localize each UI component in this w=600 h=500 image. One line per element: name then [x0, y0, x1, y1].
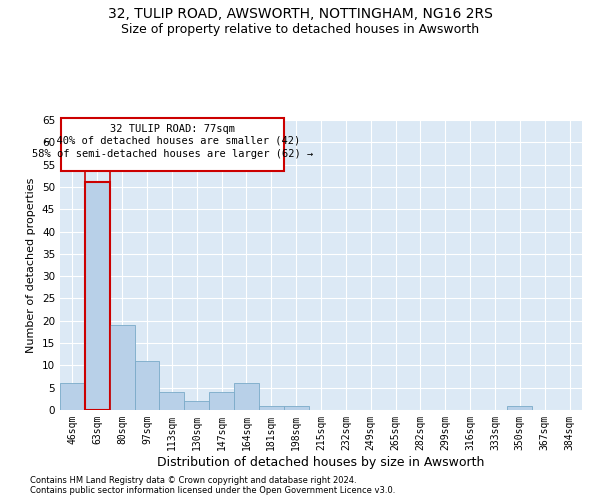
Bar [209, 392, 234, 410]
Bar [134, 361, 160, 410]
Text: 32 TULIP ROAD: 77sqm: 32 TULIP ROAD: 77sqm [110, 124, 235, 134]
Bar [234, 383, 259, 410]
Bar [184, 401, 209, 410]
Bar [160, 392, 184, 410]
Bar [284, 406, 308, 410]
Text: 32, TULIP ROAD, AWSWORTH, NOTTINGHAM, NG16 2RS: 32, TULIP ROAD, AWSWORTH, NOTTINGHAM, NG… [107, 8, 493, 22]
FancyBboxPatch shape [61, 118, 284, 172]
Text: ← 40% of detached houses are smaller (42): ← 40% of detached houses are smaller (42… [44, 136, 301, 145]
Text: Contains HM Land Registry data © Crown copyright and database right 2024.: Contains HM Land Registry data © Crown c… [30, 476, 356, 485]
Bar [60, 383, 85, 410]
Bar [508, 406, 532, 410]
X-axis label: Distribution of detached houses by size in Awsworth: Distribution of detached houses by size … [157, 456, 485, 468]
Text: Contains public sector information licensed under the Open Government Licence v3: Contains public sector information licen… [30, 486, 395, 495]
Text: Size of property relative to detached houses in Awsworth: Size of property relative to detached ho… [121, 22, 479, 36]
Y-axis label: Number of detached properties: Number of detached properties [26, 178, 37, 352]
Text: 58% of semi-detached houses are larger (62) →: 58% of semi-detached houses are larger (… [32, 149, 313, 159]
Bar [85, 182, 110, 410]
Bar [110, 325, 134, 410]
Bar [259, 406, 284, 410]
